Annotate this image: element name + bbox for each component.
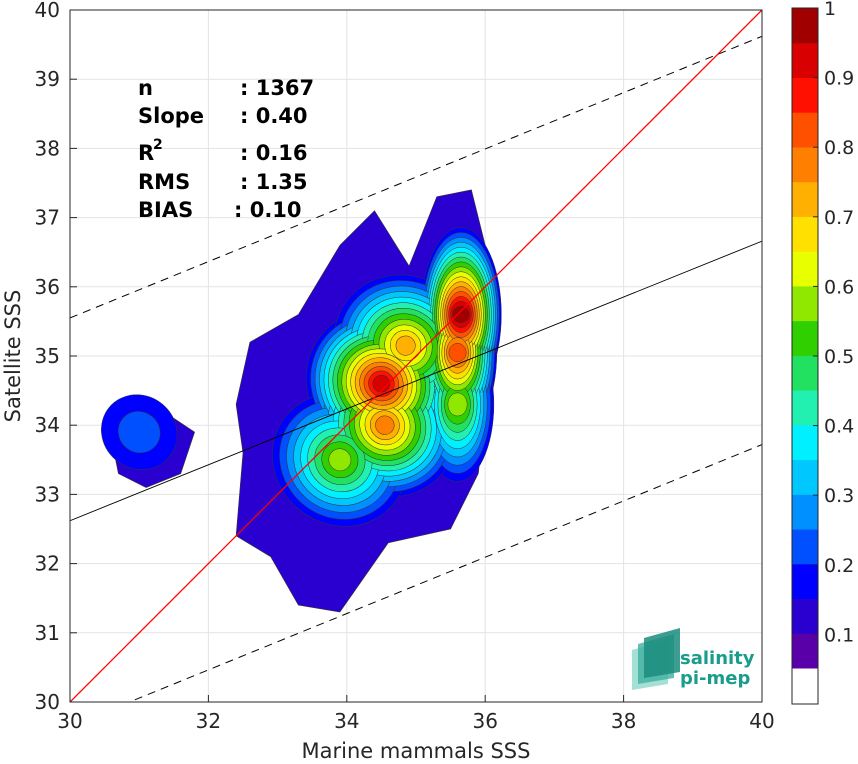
colorbar-tick-label: 0.4 <box>824 416 854 438</box>
y-tick-label: 34 <box>35 413 60 437</box>
regression-line <box>70 240 762 522</box>
y-tick-label: 32 <box>35 552 60 576</box>
density-level <box>375 415 395 435</box>
colorbar-tick-label: 0.2 <box>824 555 854 577</box>
colorbar-band <box>792 251 818 287</box>
colorbar-band <box>792 494 818 530</box>
y-axis-label: Satellite SSS <box>1 290 25 423</box>
upper-bound-line <box>70 35 762 319</box>
stat-label-r2: R <box>138 141 154 165</box>
density-level <box>328 448 352 472</box>
colorbar-band <box>792 77 818 113</box>
stat-value-r2: : 0.16 <box>240 141 308 165</box>
colorbar-band <box>792 668 818 704</box>
y-axis-ticks: 30 31 32 33 34 35 36 37 38 39 40 <box>35 0 77 714</box>
y-tick-label: 31 <box>35 621 60 645</box>
colorbar-band <box>792 216 818 252</box>
y-tick-label: 33 <box>35 482 60 506</box>
colorbar-tick-label: 1 <box>824 0 836 20</box>
density-level <box>117 411 161 454</box>
colorbar-band <box>792 42 818 78</box>
colorbar-tick-label: 0.8 <box>824 137 854 159</box>
colorbar-band <box>792 320 818 356</box>
x-tick-label: 36 <box>472 709 497 733</box>
colorbar-band <box>792 112 818 148</box>
density-contours <box>101 189 502 613</box>
colorbar-tick-label: 0.3 <box>824 485 854 507</box>
stat-value-rms: : 1.35 <box>240 170 308 194</box>
colorbar-band <box>792 633 818 669</box>
logo-icon-front <box>644 628 680 678</box>
colorbar-band <box>792 8 818 44</box>
logo-line1: salinity <box>680 648 755 669</box>
colorbar-tick-label: 0.7 <box>824 207 854 229</box>
density-level <box>372 374 391 393</box>
stat-label-n: n <box>138 76 153 100</box>
stat-label-r2-sup: 2 <box>153 137 163 153</box>
salinity-pi-mep-logo: salinity pi-mep <box>632 628 755 690</box>
y-tick-label: 36 <box>35 275 60 299</box>
y-tick-label: 38 <box>35 136 60 160</box>
density-level <box>448 343 467 362</box>
colorbar <box>792 8 818 704</box>
colorbar-tick-label: 0.5 <box>824 346 854 368</box>
colorbar-band <box>792 181 818 217</box>
y-tick-label: 37 <box>35 206 60 230</box>
colorbar-band <box>792 459 818 495</box>
y-tick-label: 30 <box>35 690 60 714</box>
stats-block: n : 1367 Slope : 0.40 R 2 : 0.16 RMS : 1… <box>138 76 314 222</box>
density-level <box>447 392 468 417</box>
stat-value-n: : 1367 <box>240 76 314 100</box>
y-tick-label: 35 <box>35 344 60 368</box>
reference-lines <box>70 10 762 702</box>
density-level <box>395 335 416 356</box>
colorbar-band <box>792 285 818 322</box>
identity-line <box>70 10 762 702</box>
x-tick-label: 30 <box>57 709 82 733</box>
colorbar-band <box>792 598 818 634</box>
colorbar-band <box>792 146 818 183</box>
logo-line2: pi-mep <box>680 668 750 689</box>
colorbar-ticks: 0.1 0.2 0.3 0.4 0.5 0.6 0.7 0.8 0.9 1 <box>813 0 854 646</box>
density-level <box>452 305 470 324</box>
x-axis-ticks: 30 32 34 36 38 40 <box>57 695 775 733</box>
colorbar-band <box>792 424 818 461</box>
colorbar-band <box>792 390 818 426</box>
stat-value-slope: : 0.40 <box>240 104 308 128</box>
colorbar-band <box>792 529 818 565</box>
stat-label-bias: BIAS <box>138 198 193 222</box>
stat-label-slope: Slope <box>138 104 204 128</box>
colorbar-tick-label: 0.9 <box>824 68 854 90</box>
stat-value-bias: : 0.10 <box>234 198 302 222</box>
stat-label-rms: RMS <box>138 170 190 194</box>
x-tick-label: 34 <box>334 709 359 733</box>
colorbar-tick-label: 0.1 <box>824 624 854 646</box>
lower-bound-line <box>128 444 762 702</box>
colorbar-tick-label: 0.6 <box>824 276 854 298</box>
colorbar-band <box>792 563 818 600</box>
x-axis-label: Marine mammals SSS <box>302 739 531 763</box>
y-tick-label: 39 <box>35 67 60 91</box>
colorbar-band <box>792 355 818 391</box>
x-tick-label: 32 <box>196 709 221 733</box>
y-tick-label: 40 <box>35 0 60 22</box>
x-tick-label: 38 <box>611 709 636 733</box>
x-tick-label: 40 <box>749 709 774 733</box>
